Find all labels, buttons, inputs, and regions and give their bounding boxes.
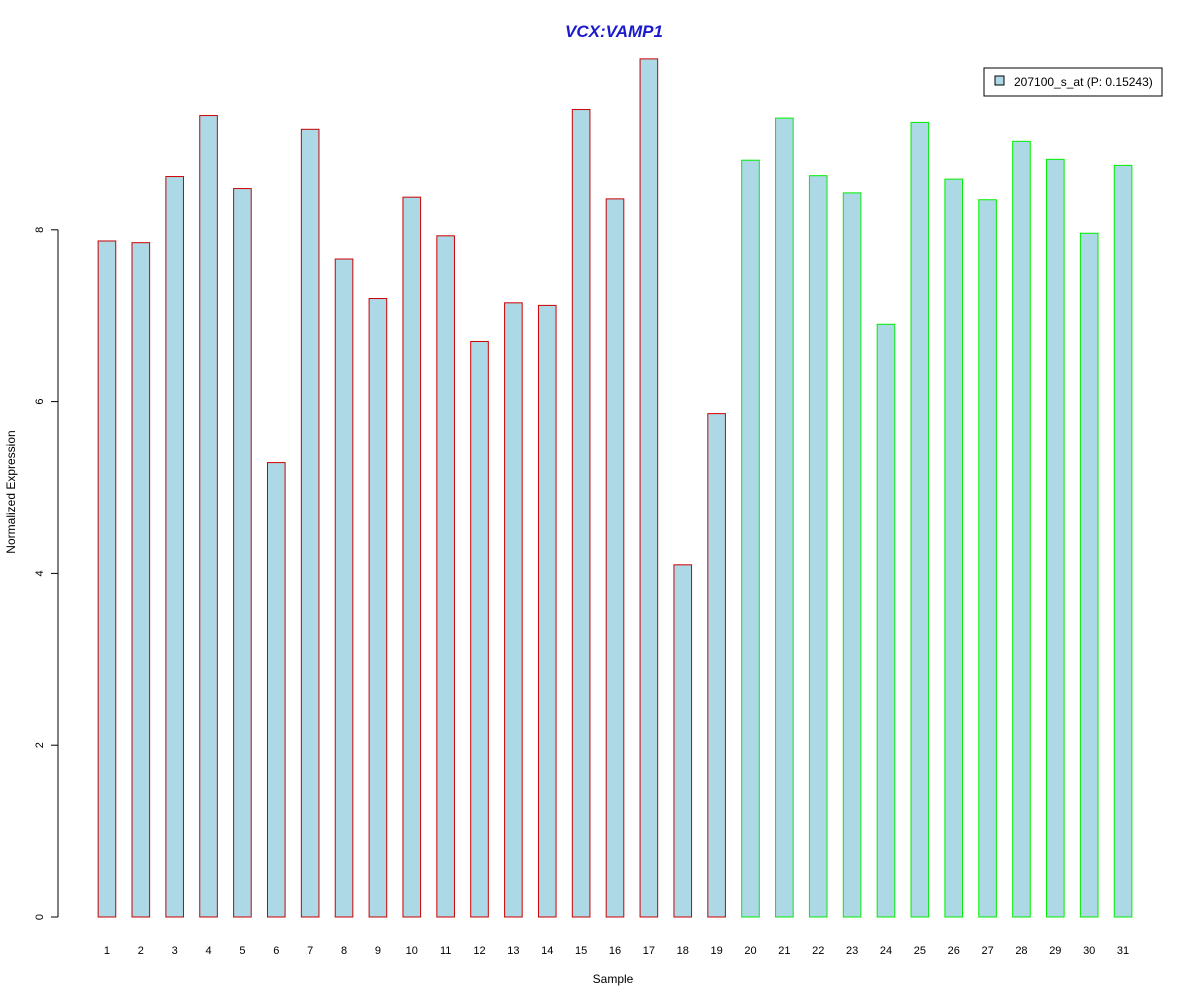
chart-title: VCX:VAMP1	[565, 22, 663, 41]
bar-sample-31	[1113, 164, 1133, 918]
x-tick-label: 3	[172, 945, 178, 957]
bar-sample-9	[368, 298, 388, 918]
legend-box	[983, 67, 1163, 97]
y-axis: 0 2 4 6 8	[34, 227, 59, 920]
bar-sample-28	[1012, 140, 1031, 918]
x-tick-label: 18	[677, 945, 689, 957]
x-tick-label: 11	[440, 945, 451, 957]
bar-sample-5	[233, 188, 252, 918]
y-tick-label: 2	[34, 742, 46, 748]
bar-sample-4	[199, 115, 218, 918]
x-tick-label: 27	[981, 945, 993, 957]
x-tick-label: 22	[812, 945, 824, 957]
x-tick-label: 19	[710, 945, 722, 957]
bar-sample-21	[775, 117, 794, 918]
y-tick-label: 6	[34, 399, 46, 405]
bar-sample-7	[300, 128, 320, 918]
bar-sample-23	[842, 192, 862, 918]
legend-entry: 207100_s_at (P: 0.15243)	[1014, 75, 1153, 89]
bar-sample-29	[1046, 158, 1065, 918]
bar-sample-26	[944, 178, 964, 918]
bars-group	[97, 58, 1133, 918]
bar-sample-11	[436, 235, 455, 918]
x-tick-label: 29	[1049, 945, 1061, 957]
y-tick-label: 8	[34, 227, 46, 233]
x-tick-label: 17	[643, 945, 655, 957]
x-axis-label: Sample	[593, 972, 634, 986]
bar-sample-16	[605, 198, 625, 918]
x-tick-label: 10	[406, 945, 418, 957]
x-tick-label: 16	[609, 945, 621, 957]
x-tick-labels: 1 2 3 4 5 6 7 8 9 10 11 12 13 14 15 16 17 18 19 20 21 22 23 24 2…	[104, 945, 1129, 957]
bar-sample-20	[741, 159, 760, 918]
x-tick-label: 28	[1015, 945, 1027, 957]
bar-sample-13	[504, 302, 523, 918]
x-tick-label: 31	[1117, 945, 1129, 957]
bar-sample-12	[470, 340, 489, 918]
bar-sample-14	[537, 304, 557, 918]
bar-sample-6	[266, 462, 286, 918]
bar-sample-8	[334, 258, 354, 918]
bar-sample-1	[97, 240, 117, 918]
bar-sample-27	[978, 199, 997, 918]
x-tick-label: 15	[575, 945, 587, 957]
bar-sample-25	[910, 121, 930, 918]
x-tick-label: 21	[778, 945, 790, 957]
bar-sample-22	[808, 175, 828, 918]
x-tick-label: 23	[846, 945, 858, 957]
x-tick-label: 26	[948, 945, 960, 957]
x-tick-label: 1	[104, 945, 110, 957]
legend: 207100_s_at (P: 0.15243)	[983, 67, 1163, 97]
bar-sample-2	[131, 242, 151, 918]
x-tick-label: 12	[473, 945, 485, 957]
bar-sample-3	[165, 176, 184, 918]
x-tick-label: 25	[914, 945, 926, 957]
bar-sample-24	[876, 323, 896, 918]
y-axis-label: Normalized Expression	[4, 430, 18, 553]
x-tick-label: 8	[341, 945, 347, 957]
x-tick-label: 30	[1083, 945, 1095, 957]
x-tick-label: 9	[375, 945, 381, 957]
legend-swatch	[994, 75, 1005, 86]
x-tick-label: 13	[507, 945, 519, 957]
x-tick-label: 2	[138, 945, 144, 957]
x-tick-label: 4	[205, 945, 211, 957]
x-tick-label: 5	[239, 945, 245, 957]
bar-sample-19	[707, 413, 726, 918]
bar-sample-15	[571, 109, 591, 918]
x-tick-label: 14	[541, 945, 553, 957]
y-tick-label: 4	[34, 570, 46, 576]
bar-sample-18	[673, 564, 693, 918]
bar-sample-10	[402, 196, 422, 918]
y-tick-label: 0	[34, 914, 46, 920]
x-tick-label: 20	[744, 945, 756, 957]
x-tick-label: 24	[880, 945, 892, 957]
bar-sample-30	[1079, 232, 1099, 918]
x-tick-label: 6	[273, 945, 279, 957]
bar-sample-17	[639, 58, 659, 918]
x-tick-label: 7	[307, 945, 313, 957]
